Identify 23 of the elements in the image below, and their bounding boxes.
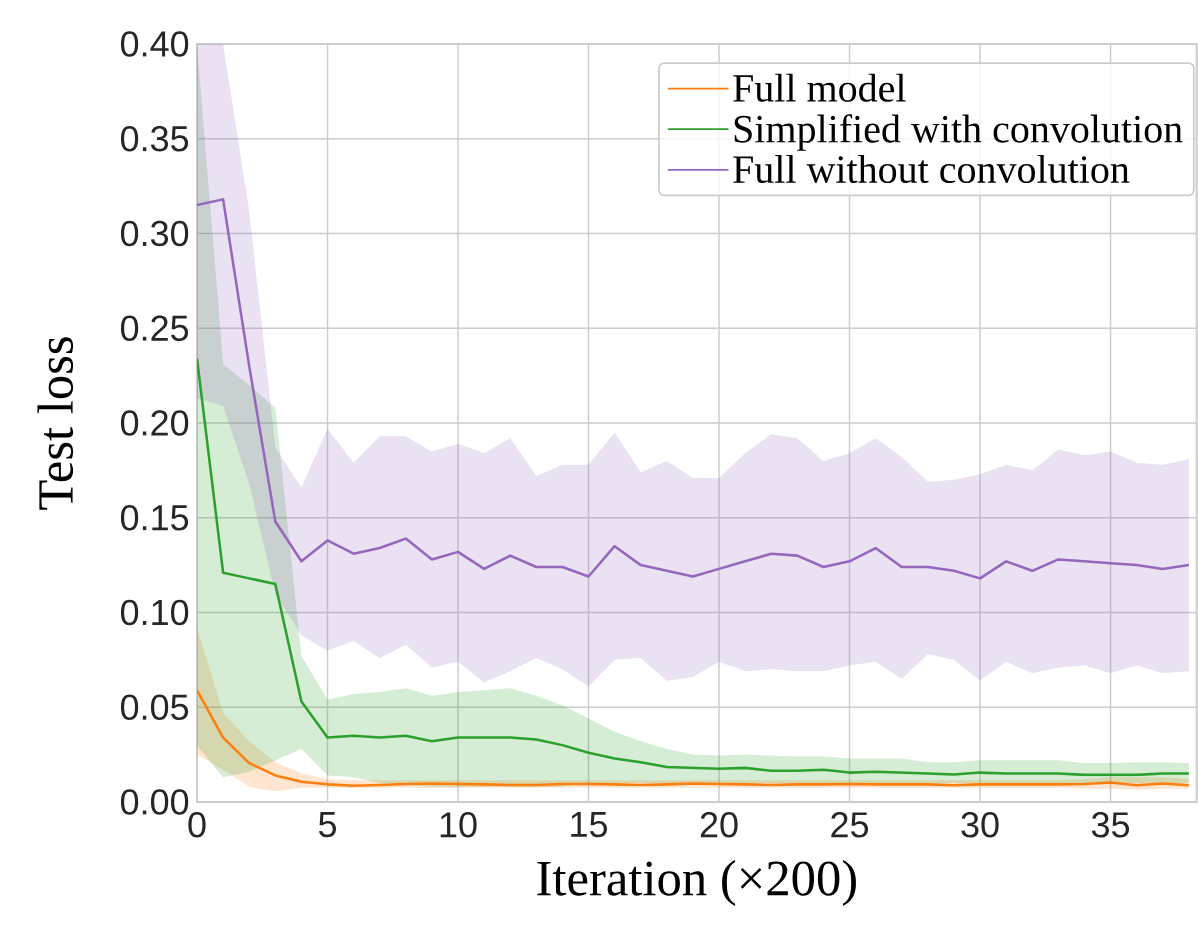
x-tick-label: 15 [571,812,608,838]
x-tick-label: 30 [961,812,999,838]
y-tick-label: 0.15 [120,504,189,531]
y-tick-label: 0.00 [120,789,189,815]
x-tick-label: 5 [318,812,337,838]
legend-label: Full model [733,73,906,102]
y-tick-label: 0.20 [120,410,189,436]
y-tick-label: 0.05 [120,694,189,720]
y-tick-label: 0.10 [120,599,189,626]
legend-label: Full without convolution [733,154,1130,184]
x-tick-label: 25 [831,812,869,838]
x-tick-label: 10 [440,812,477,838]
x-tick-label: 35 [1091,812,1130,838]
y-tick-label: 0.35 [120,125,189,152]
y-tick-label: 0.25 [120,315,189,341]
x-axis-title: Iteration (×200) [537,860,856,906]
x-tick-label: 20 [700,812,738,838]
y-tick-label: 0.30 [120,220,189,247]
x-tick-label: 0 [188,812,206,838]
y-axis-title: Test loss [37,337,74,510]
y-tick-label: 0.40 [120,31,189,57]
line-series [197,198,1191,580]
legend-label: Simplified with convolution [734,114,1183,151]
